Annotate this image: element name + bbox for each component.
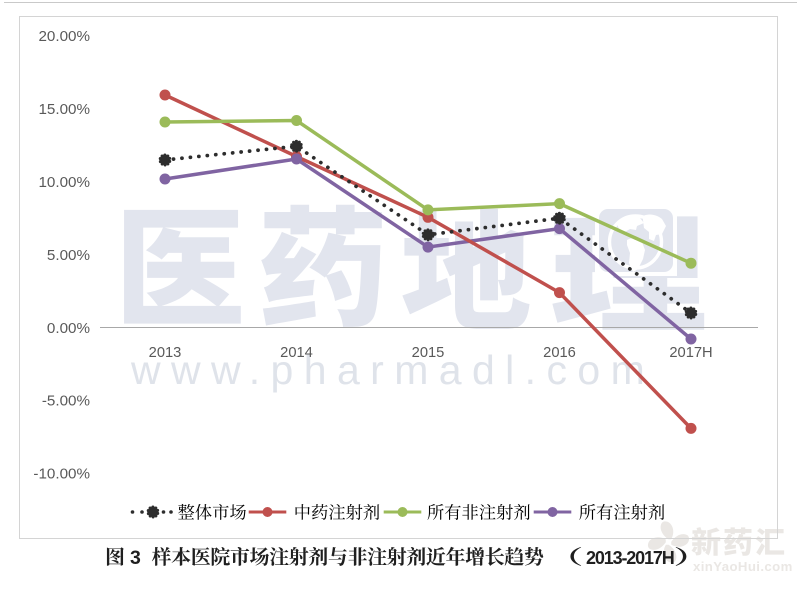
svg-text:2016: 2016	[543, 345, 576, 361]
svg-text:2013-2017H: 2013-2017H	[586, 548, 674, 568]
svg-text:0.00%: 0.00%	[47, 320, 90, 337]
svg-text:15.00%: 15.00%	[38, 101, 90, 118]
svg-text:-5.00%: -5.00%	[42, 393, 90, 410]
svg-text:2015: 2015	[412, 345, 445, 361]
svg-text:www.pharmadl.com: www.pharmadl.com	[130, 347, 655, 393]
svg-text:2017H: 2017H	[669, 345, 712, 361]
svg-text:10.00%: 10.00%	[38, 174, 90, 191]
svg-text:3: 3	[130, 547, 141, 569]
svg-text:2014: 2014	[280, 345, 313, 361]
svg-text:2013: 2013	[149, 345, 182, 361]
svg-text:5.00%: 5.00%	[47, 247, 90, 264]
svg-text:xinYaoHui.com: xinYaoHui.com	[693, 559, 793, 574]
svg-text:20.00%: 20.00%	[38, 28, 90, 45]
svg-text:-10.00%: -10.00%	[33, 466, 90, 483]
